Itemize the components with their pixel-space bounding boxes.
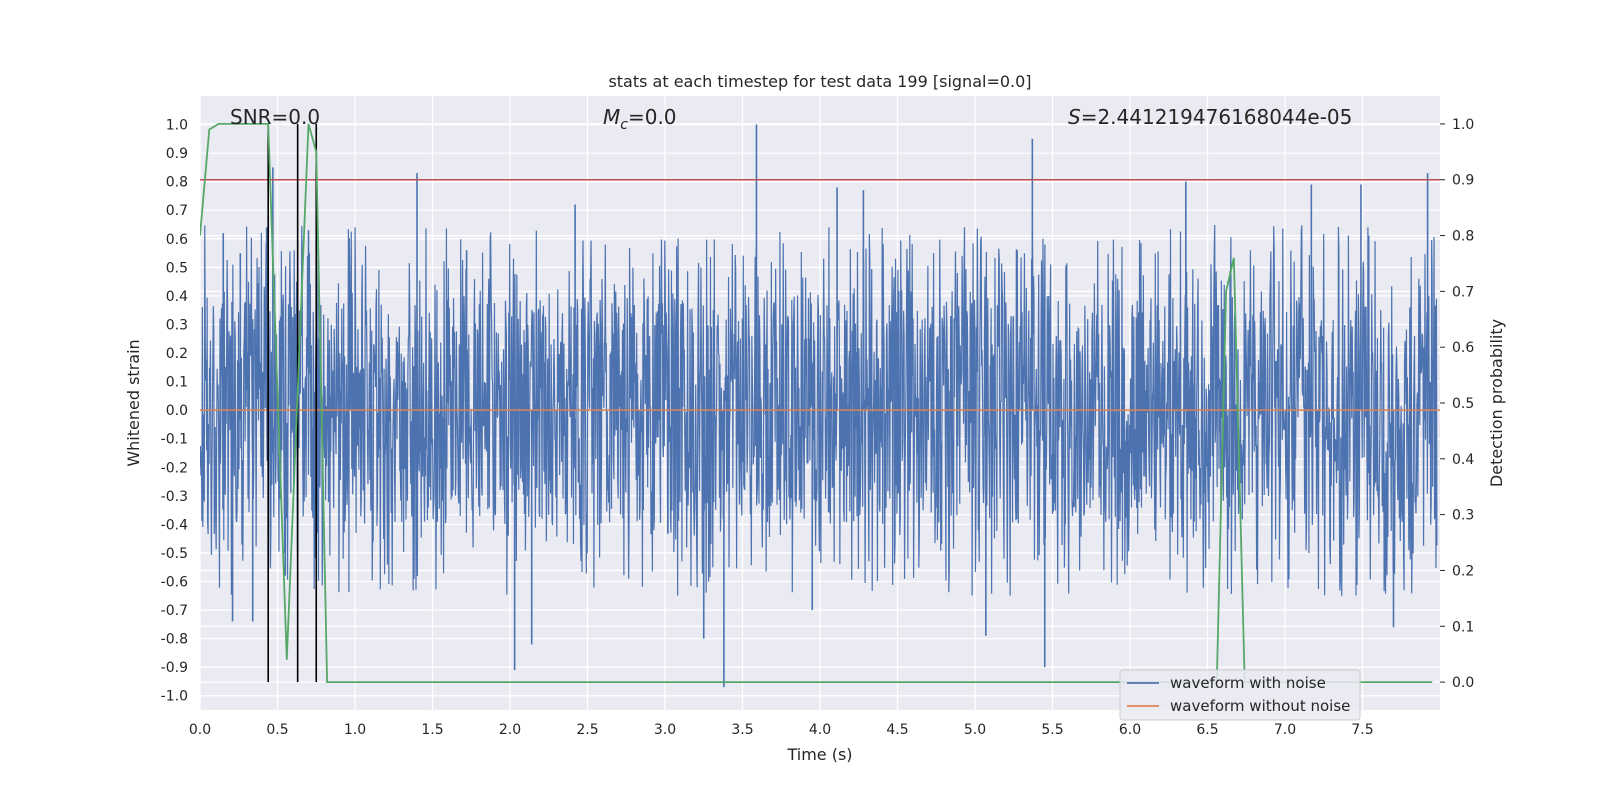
y-tick-label: 0.9 — [166, 146, 188, 162]
y-tick-label: 0.0 — [166, 403, 188, 419]
y-tick-label: 0.4 — [166, 289, 188, 305]
y-tick-label: 0.8 — [166, 175, 188, 191]
x-tick-label: 3.5 — [731, 722, 753, 738]
y-tick-label: -0.8 — [161, 632, 188, 648]
detection-probability-line — [200, 123, 1433, 683]
y2-tick-label: 0.3 — [1452, 508, 1474, 524]
x-tick-label: 3.0 — [654, 722, 676, 738]
y-tick-label: -0.1 — [161, 432, 188, 448]
y-tick-label: 0.3 — [166, 317, 188, 333]
y-tick-label: 0.1 — [166, 375, 188, 391]
x-tick-label: 2.0 — [499, 722, 521, 738]
s-value: =2.441219476168044e-05 — [1081, 105, 1353, 129]
y2-tick-label: 0.9 — [1452, 173, 1474, 189]
annotations: SNR=0.0 Mc=0.0 S=2.441219476168044e-05 — [230, 105, 1352, 133]
y2-tick-label: 0.1 — [1452, 619, 1474, 635]
y-tick-label: -0.3 — [161, 489, 188, 505]
x-tick-label: 0.5 — [266, 722, 288, 738]
y2-tick-label: 0.4 — [1452, 452, 1474, 468]
chart-title: stats at each timestep for test data 199… — [608, 72, 1031, 91]
legend-label-noise: waveform with noise — [1170, 674, 1326, 692]
y2-tick-label: 0.2 — [1452, 563, 1474, 579]
y-tick-label: -0.7 — [161, 603, 188, 619]
x-tick-label: 5.0 — [964, 722, 986, 738]
y2-tick-label: 0.5 — [1452, 396, 1474, 412]
waveform-with-noise-line — [200, 224, 1438, 596]
chirp-mass-subscript: c — [620, 117, 628, 133]
y2-tick-label: 0.6 — [1452, 340, 1474, 356]
chirp-mass-annotation: Mc=0.0 — [603, 105, 677, 133]
plot-content — [200, 123, 1440, 688]
y2-tick-label: 0.0 — [1452, 675, 1474, 691]
x-axis-title: Time (s) — [786, 745, 852, 764]
y-tick-label: 1.0 — [166, 118, 188, 134]
y-tick-label: -1.0 — [161, 689, 188, 705]
x-tick-label: 2.5 — [576, 722, 598, 738]
y-tick-label: -0.5 — [161, 546, 188, 562]
y-tick-label: -0.2 — [161, 460, 188, 476]
x-tick-label: 6.5 — [1196, 722, 1218, 738]
x-tick-label: 0.0 — [189, 722, 211, 738]
y-tick-label: -0.4 — [161, 517, 188, 533]
s-symbol: S — [1068, 105, 1081, 129]
y-tick-label: -0.9 — [161, 660, 188, 676]
chirp-mass-value: =0.0 — [628, 105, 677, 129]
x-tick-label: 7.5 — [1351, 722, 1373, 738]
y-tick-label: 0.2 — [166, 346, 188, 362]
y-tick-label: 0.7 — [166, 203, 188, 219]
legend-box — [1119, 669, 1361, 721]
x-tick-label: 6.0 — [1119, 722, 1141, 738]
x-tick-label: 4.0 — [809, 722, 831, 738]
x-tick-label: 1.0 — [344, 722, 366, 738]
axes: 0.0 0.5 1.0 1.5 2.0 2.5 3.0 3.5 4.0 4.5 5.0 5.5 6.0 6… — [161, 117, 1475, 738]
snr-annotation: SNR=0.0 — [230, 105, 320, 129]
legend-label-clean: waveform without noise — [1170, 697, 1350, 715]
s-annotation: S=2.441219476168044e-05 — [1068, 105, 1352, 129]
y-axis-title: Whitened strain — [124, 339, 143, 466]
x-tick-label: 4.5 — [886, 722, 908, 738]
y2-tick-label: 0.7 — [1452, 284, 1474, 300]
x-tick-label: 1.5 — [421, 722, 443, 738]
y-tick-label: -0.6 — [161, 574, 188, 590]
y2-tick-label: 0.8 — [1452, 229, 1474, 245]
y-tick-label: 0.6 — [166, 232, 188, 248]
y-tick-label: 0.5 — [166, 260, 188, 276]
y2-axis-title: Detection probability — [1487, 319, 1506, 487]
x-tick-label: 5.5 — [1041, 722, 1063, 738]
x-tick-label: 7.0 — [1274, 722, 1296, 738]
legend: waveform with noise waveform without noi… — [1119, 669, 1361, 721]
chirp-mass-symbol: M — [603, 105, 620, 129]
y2-tick-label: 1.0 — [1452, 117, 1474, 133]
